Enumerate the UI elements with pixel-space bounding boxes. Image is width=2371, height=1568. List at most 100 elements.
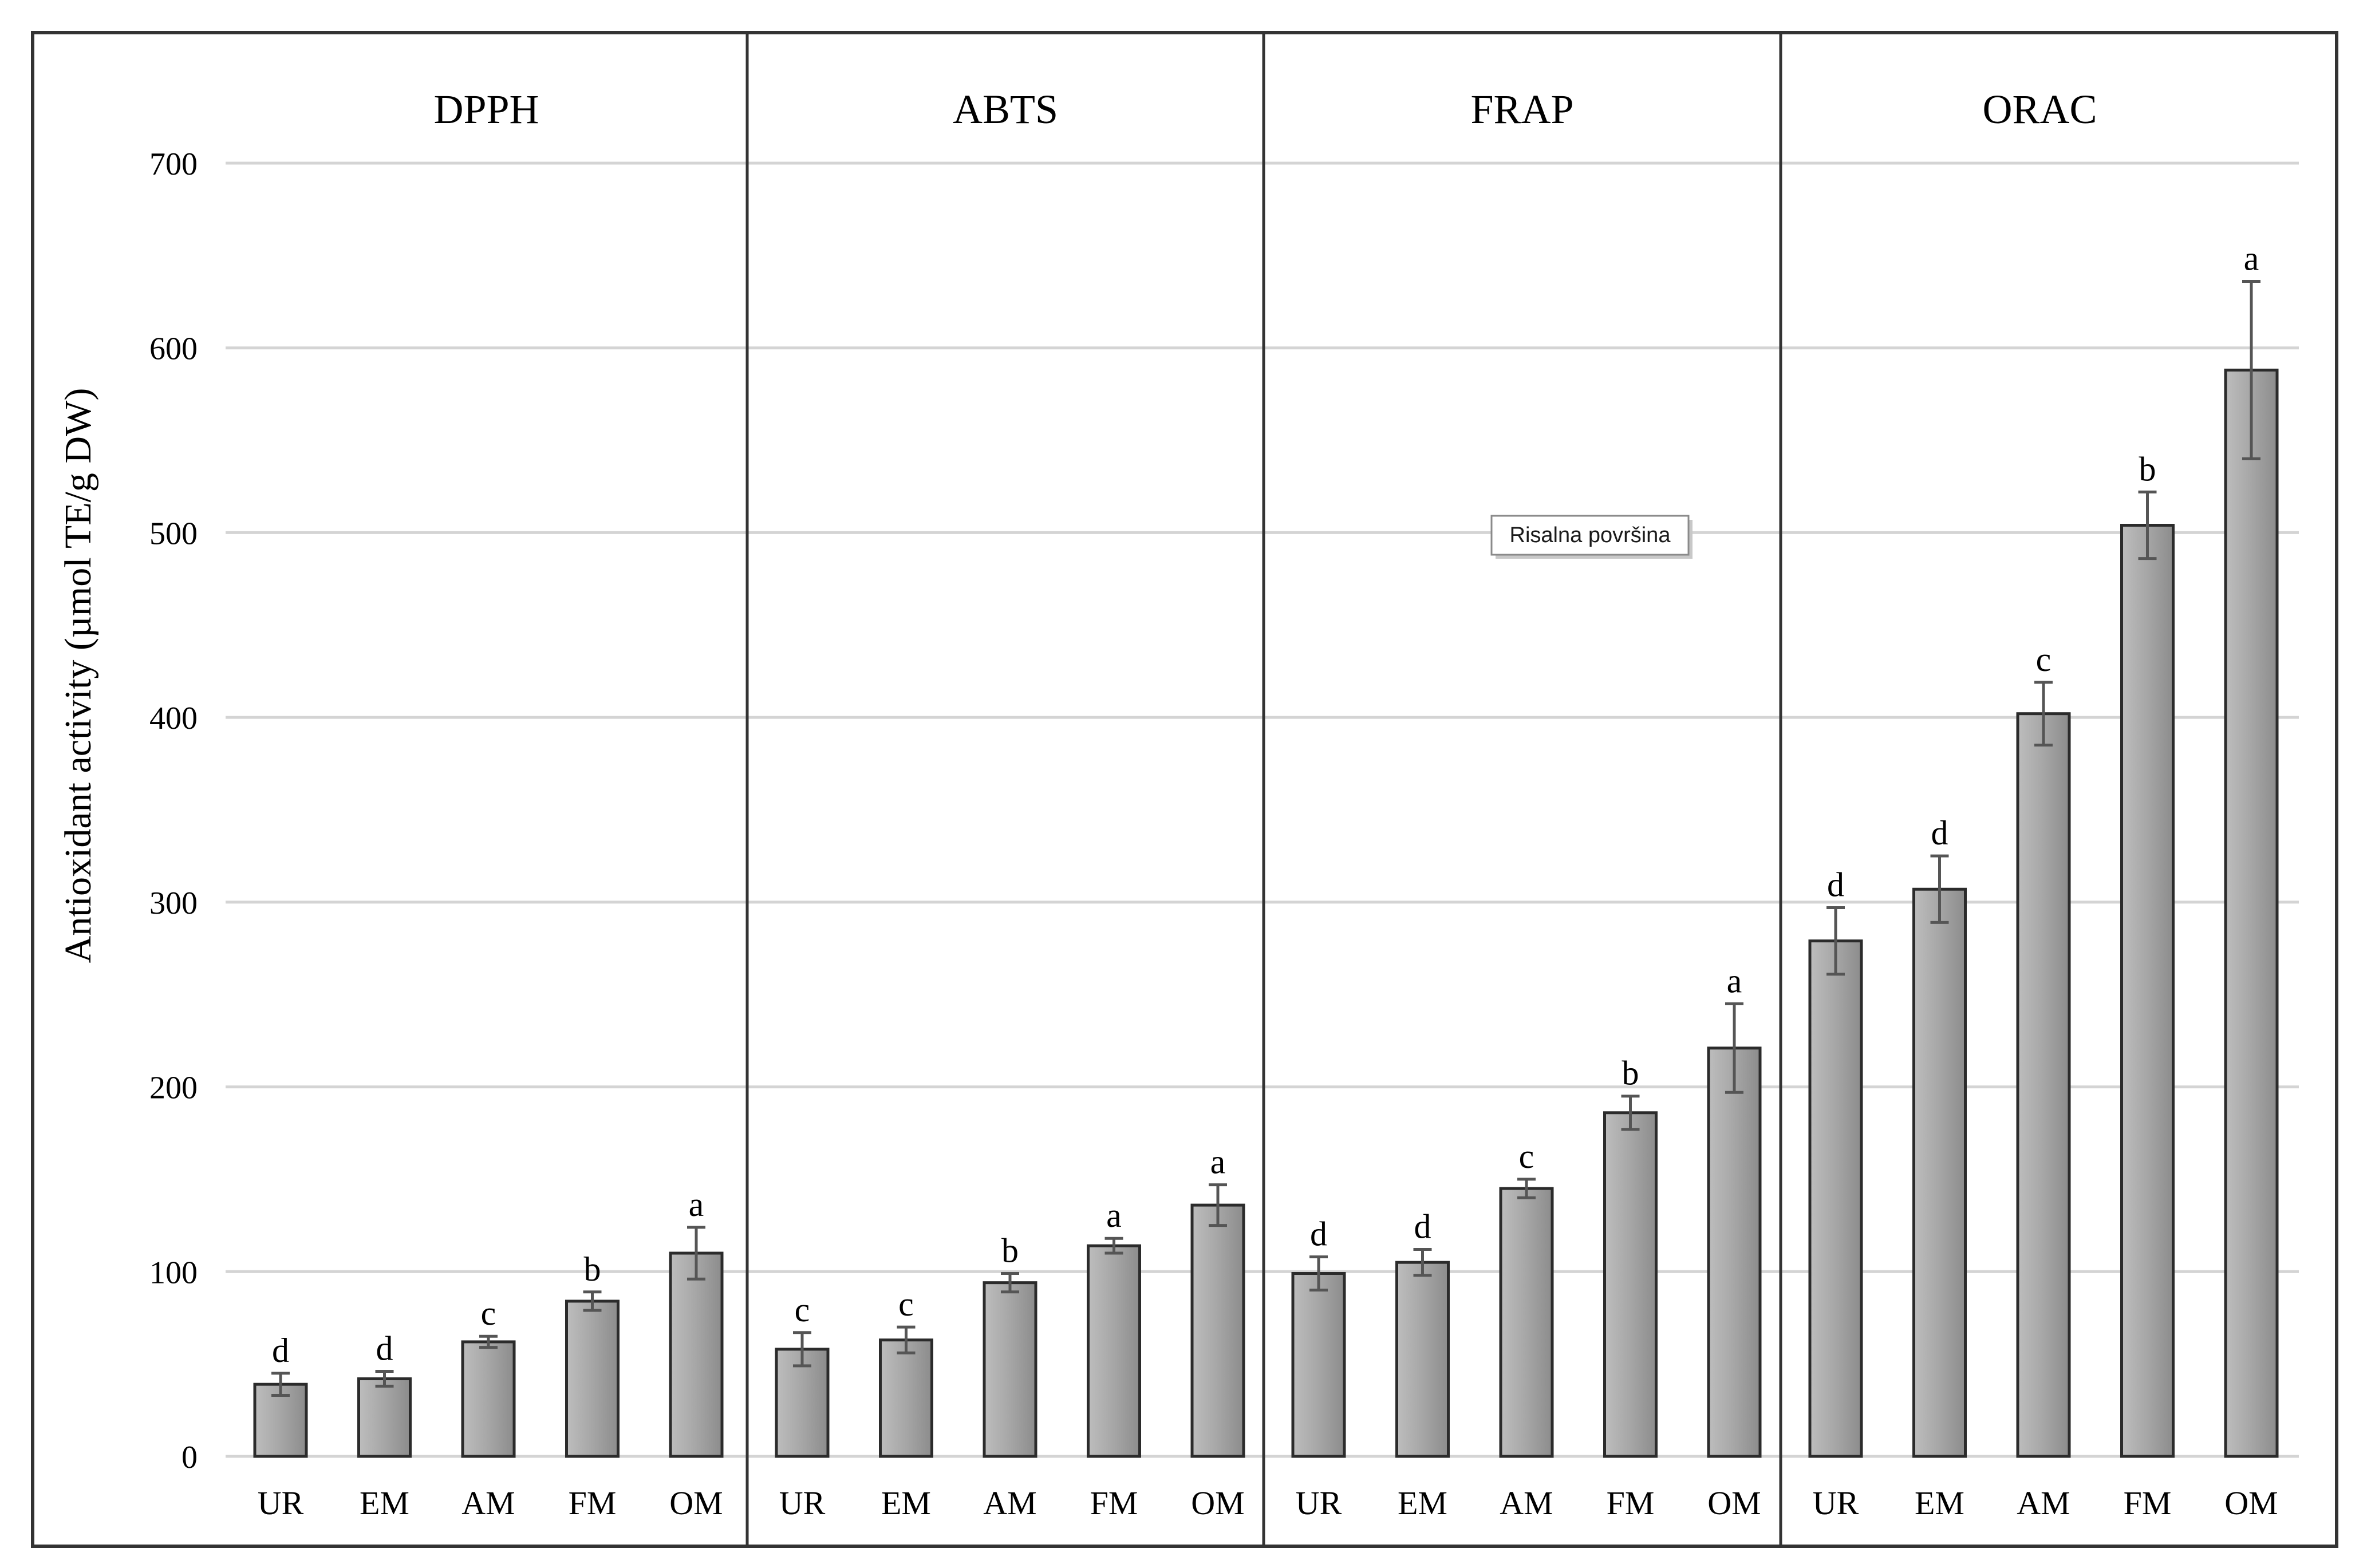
x-tick-label: FM <box>2124 1484 2172 1522</box>
y-tick-label: 0 <box>182 1440 198 1475</box>
x-tick-label: OM <box>1707 1484 1761 1522</box>
significance-letter: b <box>2139 450 2156 488</box>
panel-title-abts: ABTS <box>953 86 1058 132</box>
bar-dpph-am <box>461 1340 516 1458</box>
y-tick-label: 500 <box>149 516 198 551</box>
bar-frap-ur <box>1291 1272 1346 1458</box>
bar-orac-em <box>1912 887 1967 1458</box>
x-tick-label: FM <box>569 1484 617 1522</box>
bar-orac-om <box>2224 368 2279 1458</box>
x-tick-label: OM <box>669 1484 723 1522</box>
x-tick-label: UR <box>779 1484 826 1522</box>
bar-abts-em <box>879 1338 933 1458</box>
bar-orac-fm <box>2120 524 2175 1458</box>
y-tick-label: 300 <box>149 886 198 921</box>
panel-title-frap: FRAP <box>1470 86 1573 132</box>
x-tick-label: EM <box>360 1484 409 1522</box>
x-tick-label: FM <box>1090 1484 1138 1522</box>
significance-letter: d <box>1414 1208 1431 1246</box>
error-bar <box>1725 1002 1743 1094</box>
tooltip-label: Risalna površina <box>1510 523 1671 547</box>
significance-letter: c <box>898 1285 914 1323</box>
error-bar <box>583 1290 602 1312</box>
significance-letter: b <box>1001 1232 1019 1270</box>
significance-letter: d <box>272 1332 289 1369</box>
significance-letter: d <box>1827 866 1844 904</box>
significance-letter: a <box>689 1186 704 1223</box>
error-bar <box>1621 1095 1640 1131</box>
error-bar <box>2242 280 2260 460</box>
significance-letter: c <box>481 1294 496 1332</box>
error-bar <box>793 1331 811 1368</box>
error-bar <box>1517 1178 1536 1199</box>
y-tick-label: 400 <box>149 701 198 736</box>
significance-letter: d <box>1310 1215 1327 1253</box>
bar-dpph-em <box>357 1377 412 1458</box>
error-bar <box>271 1372 290 1397</box>
significance-letter: c <box>2036 641 2052 678</box>
x-tick-label: FM <box>1607 1484 1655 1522</box>
x-tick-label: UR <box>1813 1484 1859 1522</box>
error-bar <box>2034 681 2053 747</box>
significance-letter: c <box>795 1291 810 1329</box>
significance-letter: c <box>1519 1138 1534 1175</box>
bar-frap-am <box>1499 1187 1554 1458</box>
significance-letter: a <box>2244 240 2259 278</box>
significance-letter: a <box>1727 962 1742 1000</box>
error-bar <box>1209 1183 1227 1227</box>
bar-frap-fm <box>1603 1111 1658 1458</box>
error-bar <box>897 1325 916 1354</box>
bars <box>253 280 2279 1458</box>
error-bar <box>375 1370 394 1388</box>
bar-dpph-fm <box>565 1300 620 1458</box>
x-tick-label: AM <box>2017 1484 2070 1522</box>
error-bar <box>1826 906 1845 976</box>
error-bar <box>1001 1272 1019 1294</box>
frame <box>31 31 2338 1548</box>
bar-abts-am <box>983 1281 1037 1458</box>
error-bar <box>1309 1255 1328 1292</box>
bar-orac-am <box>2016 712 2071 1458</box>
bar-abts-om <box>1190 1203 1245 1458</box>
tooltip: Risalna površina <box>1490 515 1693 559</box>
panel-title-dpph: DPPH <box>433 86 539 132</box>
outer-frame <box>31 31 2338 1548</box>
x-tick-label: EM <box>1398 1484 1447 1522</box>
x-tick-label: EM <box>1915 1484 1964 1522</box>
error-bar <box>1104 1237 1123 1255</box>
error-bar <box>1413 1248 1432 1277</box>
bar-abts-fm <box>1087 1244 1141 1458</box>
error-bar <box>1930 854 1949 924</box>
x-tick-label: UR <box>1296 1484 1342 1522</box>
labels: Antioxidant activity (µmol TE/g DW) 0 100… <box>57 86 2278 1522</box>
panel-title-orac: ORAC <box>1982 86 2097 132</box>
bar-frap-om <box>1707 1046 1762 1458</box>
significance-letter: b <box>584 1250 601 1288</box>
error-bar <box>479 1334 498 1349</box>
x-tick-label: OM <box>2224 1484 2278 1522</box>
y-tick-label: 200 <box>149 1071 198 1106</box>
y-tick-label: 100 <box>149 1255 198 1290</box>
significance-letter: a <box>1106 1196 1122 1234</box>
error-bar <box>2138 490 2157 560</box>
significance-letter: b <box>1622 1054 1639 1092</box>
y-tick-label: 600 <box>149 331 198 367</box>
x-tick-label: AM <box>983 1484 1036 1522</box>
tooltip-box <box>1490 515 1690 556</box>
x-tick-label: EM <box>881 1484 931 1522</box>
bar-orac-ur <box>1808 939 1863 1458</box>
x-tick-label: OM <box>1191 1484 1244 1522</box>
x-tick-label: UR <box>258 1484 304 1522</box>
bar-dpph-om <box>669 1251 724 1458</box>
significance-letter: a <box>1210 1143 1226 1181</box>
significance-letter: d <box>376 1330 393 1368</box>
significance-letter: d <box>1931 814 1948 852</box>
error-bar <box>687 1226 705 1281</box>
x-tick-label: AM <box>461 1484 515 1522</box>
bar-frap-em <box>1395 1261 1450 1458</box>
y-tick-label: 700 <box>149 147 198 182</box>
y-axis-label: Antioxidant activity (µmol TE/g DW) <box>57 388 99 963</box>
x-tick-label: AM <box>1500 1484 1553 1522</box>
